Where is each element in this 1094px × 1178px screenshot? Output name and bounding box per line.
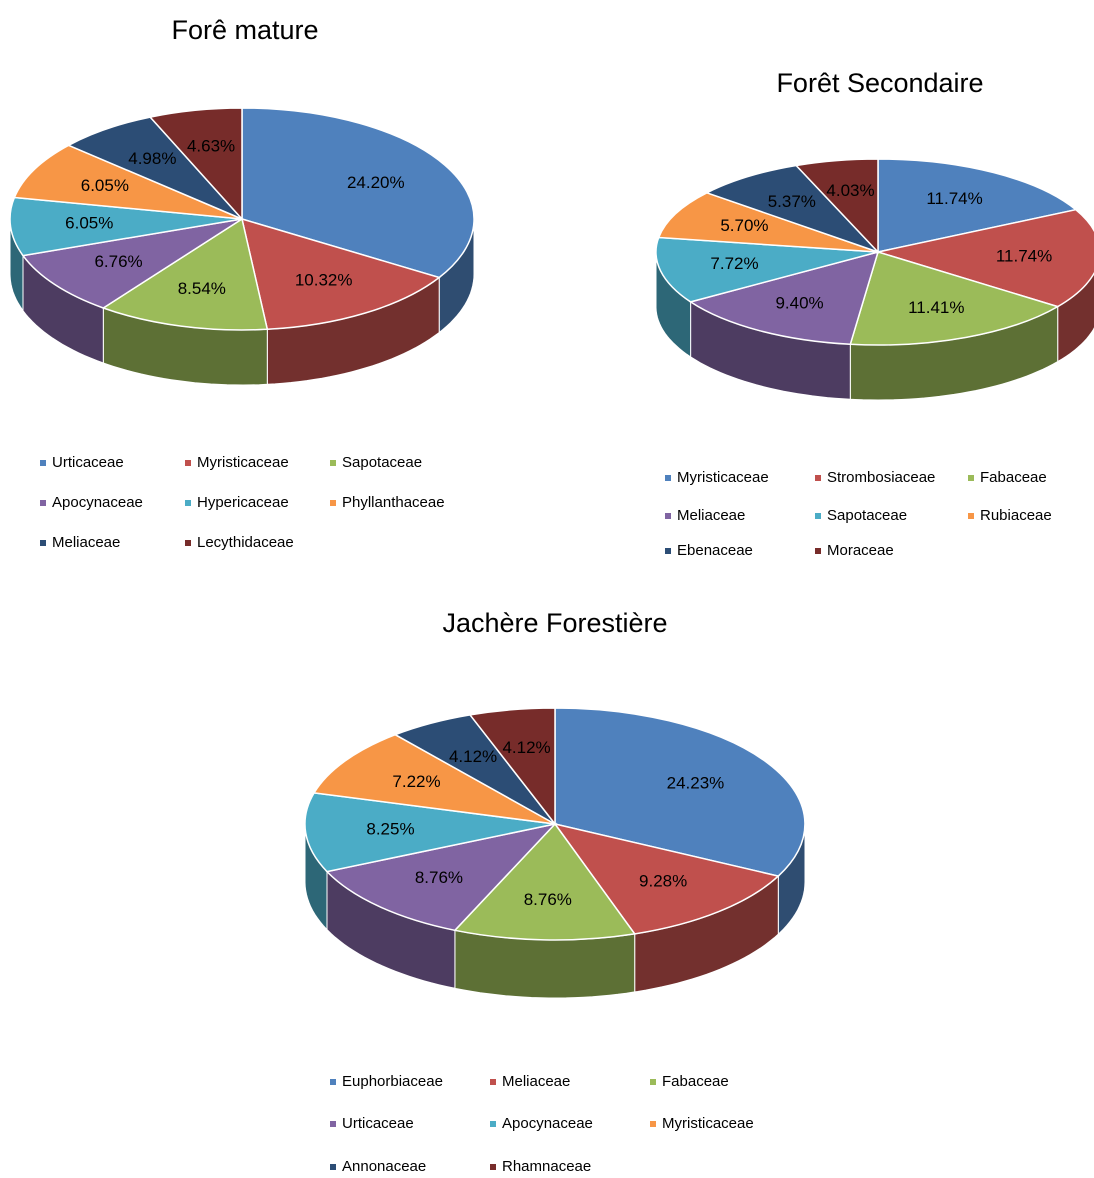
data-label: 6.76% (94, 252, 142, 271)
legend-swatch (330, 1121, 336, 1127)
legend-swatch (330, 500, 336, 506)
slice (468, 707, 556, 827)
slice (704, 164, 879, 253)
legend-label: Urticaceae (52, 454, 124, 471)
slice (453, 822, 637, 941)
data-label: 4.12% (449, 747, 497, 766)
legend-swatch (968, 475, 974, 481)
data-label: 11.74% (996, 246, 1052, 265)
legend-swatch (490, 1079, 496, 1085)
slice (688, 250, 880, 346)
data-label: 24.23% (667, 773, 725, 792)
data-label: 8.25% (366, 819, 414, 838)
legend-label: Annonaceae (342, 1158, 426, 1175)
legend-swatch (330, 1164, 336, 1170)
legend-swatch (490, 1164, 496, 1170)
slice (312, 733, 556, 825)
legend-label: Meliaceae (52, 534, 120, 551)
slice (655, 236, 879, 303)
legend-label: Ebenaceae (677, 542, 753, 559)
legend-label: Phyllanthaceae (342, 494, 445, 511)
legend-swatch (185, 460, 191, 466)
data-label: 9.28% (639, 871, 687, 890)
data-label: 4.12% (502, 738, 550, 757)
legend-label: Myristicaceae (662, 1115, 754, 1132)
legend-swatch (330, 460, 336, 466)
legend-label: Meliaceae (502, 1073, 570, 1090)
slice (325, 822, 558, 932)
slice (101, 217, 269, 331)
chart-title: Forêt Secondaire (776, 68, 983, 98)
legend-label: Strombosiaceae (827, 469, 935, 486)
slice (849, 251, 1060, 346)
legend-swatch (185, 540, 191, 546)
slice (553, 822, 780, 935)
slice (875, 208, 1094, 308)
legend-label: Meliaceae (677, 507, 745, 524)
legend-label: Moraceae (827, 542, 894, 559)
legend-label: Fabaceae (662, 1073, 729, 1090)
legend-swatch (185, 500, 191, 506)
slice (13, 144, 243, 220)
slice (148, 107, 243, 221)
legend-swatch (815, 513, 821, 519)
legend-label: Sapotaceae (827, 507, 907, 524)
data-label: 4.63% (187, 137, 235, 156)
legend-label: Hypericaceae (197, 494, 289, 511)
chart-title: Forê mature (171, 15, 318, 45)
data-label: 6.05% (65, 214, 113, 233)
data-label: 11.74% (926, 189, 982, 208)
data-label: 24.20% (347, 173, 405, 192)
legend-swatch (330, 1079, 336, 1085)
legend-label: Myristicaceae (197, 454, 289, 471)
legend-label: Fabaceae (980, 469, 1047, 486)
data-label: 5.37% (768, 192, 816, 211)
slice (241, 107, 475, 279)
legend-label: Rhamnaceae (502, 1158, 591, 1175)
slice (554, 707, 806, 877)
legend-swatch (665, 548, 671, 554)
legend-label: Urticaceae (342, 1115, 414, 1132)
legend-swatch (665, 513, 671, 519)
legend-swatch (815, 475, 821, 481)
slice (657, 191, 879, 253)
legend-swatch (40, 500, 46, 506)
legend-swatch (40, 540, 46, 546)
chart-title: Jachère Forestière (442, 608, 667, 638)
legend-swatch (665, 475, 671, 481)
data-label: 4.03% (826, 181, 874, 200)
slice (794, 158, 879, 254)
data-label: 5.70% (720, 216, 768, 235)
data-label: 8.54% (178, 279, 226, 298)
legend-swatch (490, 1121, 496, 1127)
legend-swatch (650, 1079, 656, 1085)
legend-label: Lecythidaceae (197, 534, 294, 551)
legend-swatch (650, 1121, 656, 1127)
legend-label: Myristicaceae (677, 469, 769, 486)
data-label: 7.72% (710, 254, 758, 273)
legend-label: Euphorbiaceae (342, 1073, 443, 1090)
legend-label: Sapotaceae (342, 454, 422, 471)
legend-swatch (40, 460, 46, 466)
slice (9, 196, 243, 257)
slice (877, 158, 1078, 253)
data-label: 10.32% (295, 270, 353, 289)
legend-swatch (815, 548, 821, 554)
data-label: 7.22% (392, 772, 440, 791)
legend-label: Apocynaceae (502, 1115, 593, 1132)
slice (240, 217, 441, 331)
data-label: 4.98% (128, 149, 176, 168)
legend-label: Apocynaceae (52, 494, 143, 511)
slice (21, 218, 243, 309)
legend-label: Rubiaceae (980, 507, 1052, 524)
data-label: 8.76% (415, 868, 463, 887)
data-label: 11.41% (908, 298, 964, 317)
slice (304, 792, 556, 873)
data-label: 6.05% (81, 176, 129, 195)
legend-swatch (968, 513, 974, 519)
data-label: 8.76% (524, 890, 572, 909)
data-label: 9.40% (775, 293, 823, 312)
